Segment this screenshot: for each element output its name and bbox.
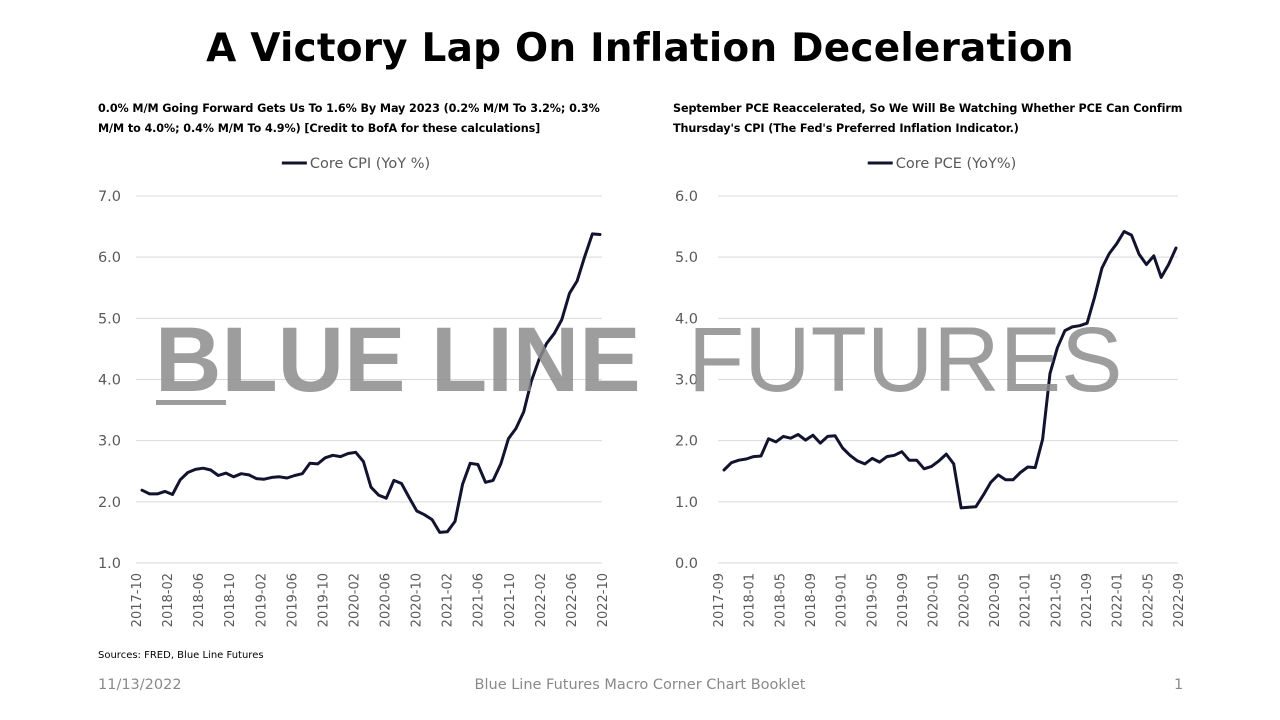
pce-x-tick-label: 2020-05 [957, 573, 972, 627]
pce-y-tick-label: 0.0 [675, 556, 698, 572]
source-note: Sources: FRED, Blue Line Futures [98, 650, 264, 661]
pce-x-tick-label: 2022-09 [1172, 573, 1187, 627]
cpi-x-tick-label: 2019-06 [285, 573, 300, 627]
footer-date: 11/13/2022 [98, 677, 182, 693]
pce-x-tick-label: 2022-05 [1141, 573, 1156, 627]
pce-x-tick-label: 2018-01 [743, 573, 758, 627]
cpi-y-tick-label: 7.0 [98, 189, 121, 205]
page-title: A Victory Lap On Inflation Deceleration [206, 26, 1074, 71]
footer-title: Blue Line Futures Macro Corner Chart Boo… [474, 677, 806, 693]
cpi-x-tick-label: 2018-10 [223, 573, 238, 627]
footer-page-number: 1 [1174, 677, 1184, 693]
cpi-y-tick-label: 4.0 [98, 373, 121, 389]
pce-series-line [722, 230, 1178, 510]
cpi-y-tick-label: 5.0 [98, 311, 121, 327]
cpi-x-tick-label: 2021-10 [503, 573, 518, 627]
cpi-series-line [140, 232, 602, 534]
cpi-x-tick-label: 2022-06 [565, 573, 580, 627]
cpi-x-tick-label: 2022-10 [596, 573, 611, 627]
pce-y-tick-label: 5.0 [675, 250, 698, 266]
pce-y-tick-label: 1.0 [675, 495, 698, 511]
pce-y-tick-label: 6.0 [675, 189, 698, 205]
pce-x-tick-label: 2019-01 [835, 573, 850, 627]
cpi-x-tick-label: 2019-02 [254, 573, 269, 627]
pce-y-tick-label: 3.0 [675, 373, 698, 389]
cpi-y-tick-label: 1.0 [98, 556, 121, 572]
pce-y-tick-label: 4.0 [675, 311, 698, 327]
cpi-legend: Core CPI (YoY %) [281, 156, 430, 172]
cpi-x-tick-label: 2018-02 [161, 573, 176, 627]
pce-x-tick-label: 2019-05 [865, 573, 880, 627]
cpi-y-tick-label: 6.0 [98, 250, 121, 266]
cpi-x-tick-label: 2019-10 [316, 573, 331, 627]
pce-y-tick-label: 2.0 [675, 434, 698, 450]
pce-x-tick-label: 2021-05 [1049, 573, 1064, 627]
pce-x-tick-label: 2019-09 [896, 573, 911, 627]
pce-x-tick-label: 2020-09 [988, 573, 1003, 627]
pce-legend: Core PCE (YoY%) [867, 156, 1017, 172]
cpi-x-tick-label: 2021-06 [472, 573, 487, 627]
right-chart-subtitle: September PCE Reaccelerated, So We Will … [673, 102, 1183, 135]
cpi-x-tick-label: 2022-02 [534, 573, 549, 627]
pce-x-tick-label: 2017-09 [712, 573, 727, 627]
cpi-x-tick-label: 2020-02 [347, 573, 362, 627]
pce-x-tick-label: 2018-09 [804, 573, 819, 627]
pce-x-tick-label: 2021-09 [1080, 573, 1095, 627]
cpi-legend-label: Core CPI (YoY %) [310, 156, 430, 172]
pce-x-tick-label: 2020-01 [927, 573, 942, 627]
cpi-x-tick-label: 2018-06 [192, 573, 207, 627]
pce-x-tick-label: 2022-01 [1111, 573, 1126, 627]
core-pce-chart: 6.0 5.0 4.0 3.0 2.0 1.0 0.0 2017-09 2018-01 2018-… [675, 156, 1187, 627]
cpi-y-tick-label: 2.0 [98, 495, 121, 511]
left-chart-subtitle: 0.0% M/M Going Forward Gets Us To 1.6% B… [98, 102, 600, 135]
pce-x-tick-label: 2018-05 [773, 573, 788, 627]
core-cpi-chart: 7.0 6.0 5.0 4.0 3.0 2.0 1.0 2017-10 2018-02 2018-… [98, 156, 611, 627]
pce-legend-label: Core PCE (YoY%) [896, 156, 1017, 172]
pce-x-tick-label: 2021-01 [1019, 573, 1034, 627]
cpi-x-tick-label: 2020-10 [410, 573, 425, 627]
cpi-y-tick-label: 3.0 [98, 434, 121, 450]
cpi-x-tick-label: 2020-06 [379, 573, 394, 627]
cpi-x-tick-label: 2021-02 [441, 573, 456, 627]
cpi-x-tick-label: 2017-10 [130, 573, 145, 627]
